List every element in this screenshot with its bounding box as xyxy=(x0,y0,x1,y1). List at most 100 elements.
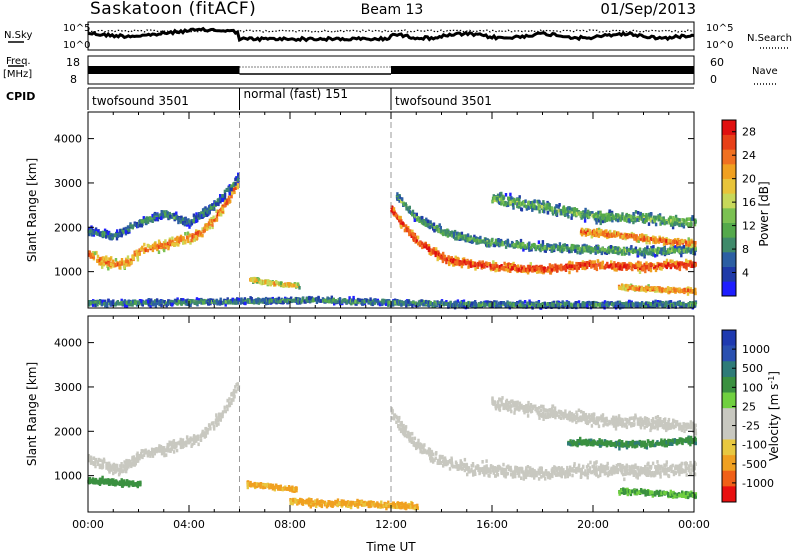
scatter-cell-2 xyxy=(271,281,275,285)
scatter-cell-3 xyxy=(416,235,420,240)
scatter-cell-8 xyxy=(659,300,662,305)
scatter-cell-3 xyxy=(410,234,414,238)
scatter-cell-8 xyxy=(462,299,466,304)
scatter-cell-5 xyxy=(500,202,503,206)
scatter-cell-8 xyxy=(89,301,93,305)
scatter-cell-3 xyxy=(631,267,634,272)
scatter-cell-5 xyxy=(505,202,508,207)
scatter-cell-8 xyxy=(603,302,606,307)
scatter-cell-0 xyxy=(202,229,205,234)
cpid-panel: CPID twofsound 3501 normal (fast) 151 tw… xyxy=(6,87,694,110)
scatter-cell-5 xyxy=(551,210,554,214)
scatter-cell-1 xyxy=(87,227,91,232)
scatter-cell-5 xyxy=(571,210,574,214)
scatter-cell-8 xyxy=(496,303,499,308)
scatter-cell-7 xyxy=(665,288,668,292)
nsky-label: N.Sky xyxy=(4,30,32,41)
scatter-cell-3 xyxy=(593,260,596,264)
scatter-cell-6 xyxy=(662,238,666,243)
scatter-cell-8 xyxy=(392,300,395,304)
scatter-cell-4 xyxy=(682,244,686,249)
scatter-cell-5 xyxy=(546,211,550,215)
scatter-cell-8 xyxy=(451,304,455,309)
scatter-cell-6 xyxy=(589,231,593,236)
scatter-cell-3 xyxy=(540,264,543,269)
scatter-cell-3 xyxy=(658,263,661,268)
nsky-line xyxy=(87,26,695,43)
scatter-cell-3 xyxy=(495,267,499,272)
scatter-cell-5 xyxy=(674,217,677,222)
scatter-cell-8 xyxy=(235,301,238,305)
scatter-cell-3 xyxy=(687,260,691,264)
scatter-cell-1 xyxy=(204,208,207,213)
scatter-cell-3 xyxy=(397,215,401,220)
scatter-cell-8 xyxy=(663,304,666,308)
scatter-cell-0 xyxy=(193,233,196,238)
scatter-cell-5 xyxy=(497,200,501,204)
scatter-cell-0 xyxy=(177,240,181,245)
scatter-cell-5 xyxy=(553,210,557,214)
scatter-cell-1 xyxy=(225,188,229,192)
scatter-cell-4 xyxy=(654,253,657,258)
scatter-cell-8 xyxy=(270,298,274,303)
scatter-cell-8 xyxy=(266,297,270,302)
scatter-cell-0 xyxy=(223,203,226,208)
scatter-cell-0 xyxy=(227,195,231,200)
scatter-cell-4 xyxy=(453,229,457,234)
scatter-cell-4 xyxy=(465,234,468,238)
scatter-cell-8 xyxy=(465,301,468,306)
scatter-cell-3 xyxy=(523,268,526,272)
scatter-cell-2 xyxy=(252,279,255,283)
scatter-cell-8 xyxy=(240,297,243,301)
scatter-cell-1 xyxy=(212,205,215,210)
scatter-cell-5 xyxy=(601,219,605,224)
scatter-cell-4 xyxy=(652,252,655,256)
scatter-cell-5 xyxy=(596,214,600,218)
scatter-cell-1 xyxy=(219,194,222,198)
nave-label: Nave xyxy=(752,66,778,77)
scatter-cell-3 xyxy=(390,205,394,210)
scatter-cell-0 xyxy=(163,248,166,253)
scatter-cell-5 xyxy=(510,196,513,200)
scatter-cell-8 xyxy=(160,301,163,306)
scatter-cell-5 xyxy=(517,205,520,209)
scatter-cell-8 xyxy=(261,300,265,304)
scatter-cell-3 xyxy=(618,266,622,271)
scatter-cell-1 xyxy=(184,217,187,221)
scatter-cell-3 xyxy=(491,263,495,268)
scatter-cell-2 xyxy=(266,279,270,283)
scatter-cell-8 xyxy=(488,302,492,307)
scatter-cell-3 xyxy=(528,267,532,272)
scatter-cell-4 xyxy=(563,247,566,252)
scatter-cell-5 xyxy=(506,203,510,207)
scatter-cell-5 xyxy=(562,209,565,213)
scatter-cell-3 xyxy=(542,266,545,271)
scatter-cell-4 xyxy=(540,244,543,248)
scatter-cell-1 xyxy=(153,212,156,217)
scatter-cell-7 xyxy=(682,288,685,293)
scatter-cell-3 xyxy=(556,269,559,273)
scatter-cell-3 xyxy=(583,263,587,267)
scatter-cell-6 xyxy=(687,243,691,248)
scatter-cell-1 xyxy=(181,221,185,225)
scatter-cell-0 xyxy=(199,232,203,236)
scatter-cell-8 xyxy=(134,300,137,305)
scatter-cell-3 xyxy=(493,266,497,270)
scatter-cell-8 xyxy=(473,304,476,308)
scatter-cell-1 xyxy=(200,214,203,218)
scatter-cell-4 xyxy=(528,248,531,252)
scatter-cell-3 xyxy=(443,254,446,259)
scatter-cell-8 xyxy=(560,302,563,307)
scatter-cell-0 xyxy=(226,198,229,203)
scatter-cell-0 xyxy=(125,263,128,267)
scatter-cell-8 xyxy=(120,298,123,303)
scatter-cell-4 xyxy=(678,248,681,252)
scatter-cell-6 xyxy=(640,233,644,237)
scatter-cell-3 xyxy=(415,239,419,243)
scatter-cell-4 xyxy=(634,246,638,251)
scatter-cell-0 xyxy=(176,235,179,240)
y-tick-label-3: 4000 xyxy=(54,133,82,146)
scatter-cell-1 xyxy=(124,226,127,231)
scatter-cell-5 xyxy=(678,218,681,222)
